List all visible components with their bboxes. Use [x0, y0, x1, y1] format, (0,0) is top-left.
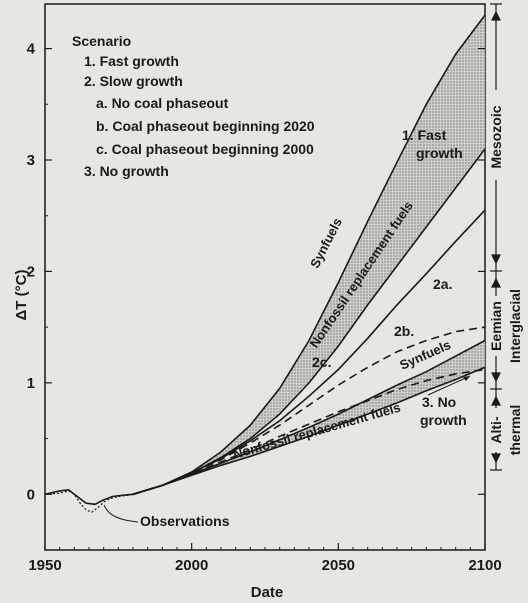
- series-line-none_synfuels: [132, 339, 486, 496]
- series-line-slow_a: [132, 209, 486, 496]
- right-range-scale: [490, 3, 502, 471]
- series-line-observations: [44, 490, 134, 513]
- range-altithermal: Alti-: [488, 416, 504, 444]
- y-tick-label: 3: [27, 152, 35, 169]
- fast-growth-label: 1. Fast: [402, 127, 447, 143]
- label-2b: 2b.: [394, 323, 414, 339]
- no-growth-label: growth: [420, 412, 467, 428]
- no-growth-label: 3. No: [422, 394, 456, 410]
- label-2c: 2c.: [312, 354, 331, 370]
- observations-label: Observations: [140, 513, 230, 529]
- legend-item: b. Coal phaseout beginning 2020: [96, 118, 315, 134]
- series-line-observations_smooth: [44, 488, 134, 506]
- series-line-fast_synfuels: [132, 14, 486, 496]
- legend-item: c. Coal phaseout beginning 2000: [96, 141, 314, 157]
- x-ticks: 1950 2000 2050 2100: [28, 543, 502, 574]
- legend-item: 2. Slow growth: [84, 73, 183, 89]
- legend-heading: Scenario: [72, 33, 131, 49]
- y-tick-label: 0: [27, 486, 35, 503]
- series-line-slow_b: [132, 326, 486, 496]
- x-tick-label: 1950: [28, 557, 61, 574]
- synfuels-top-label: Synfuels: [307, 215, 345, 270]
- legend: Scenario 1. Fast growth 2. Slow growth a…: [72, 33, 315, 179]
- range-mesozoic: Mesozoic: [488, 105, 504, 168]
- y-axis-label: ΔT (°C): [13, 270, 30, 321]
- y-tick-label: 4: [27, 41, 36, 58]
- no-growth-pointer: [427, 375, 471, 396]
- y-tick-label: 1: [27, 375, 35, 392]
- series-lines: [44, 14, 486, 513]
- y-ticks: 0 1 2 3 4: [27, 41, 485, 551]
- x-axis-label: Date: [251, 584, 284, 601]
- range-eemian: Eemian: [488, 301, 504, 351]
- observations-pointer: [103, 504, 139, 523]
- series-line-slow_c: [132, 368, 486, 496]
- x-tick-label: 2000: [175, 557, 208, 574]
- x-tick-label: 2100: [468, 557, 501, 574]
- legend-item: 3. No growth: [84, 163, 169, 179]
- x-tick-label: 2050: [322, 557, 355, 574]
- fast-growth-label: growth: [416, 145, 463, 161]
- legend-item: 1. Fast growth: [84, 53, 179, 69]
- series-line-none_nonfossil: [132, 366, 486, 496]
- label-2a: 2a.: [433, 276, 452, 292]
- legend-item: a. No coal phaseout: [96, 95, 229, 111]
- y-tick-label: 2: [27, 263, 35, 280]
- range-altithermal: thermal: [507, 405, 523, 456]
- range-interglacial: Interglacial: [507, 289, 523, 363]
